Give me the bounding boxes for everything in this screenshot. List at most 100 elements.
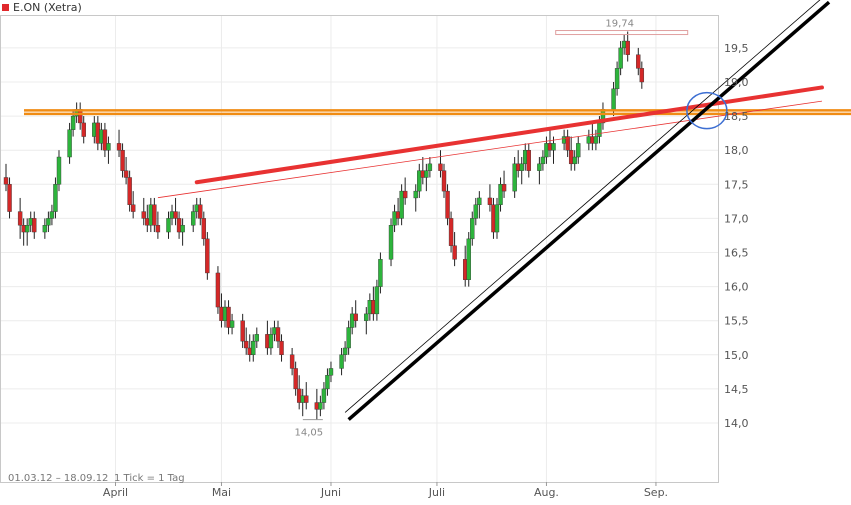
high-annotation: 19,74 xyxy=(605,19,634,30)
candle-body xyxy=(173,211,178,219)
high-marker xyxy=(555,30,689,36)
candle-body xyxy=(32,218,37,233)
candle-body xyxy=(53,184,58,212)
candle-body xyxy=(120,149,125,171)
candle-body xyxy=(399,190,404,219)
x-tick-label: Sep. xyxy=(644,486,668,499)
candle-body xyxy=(7,184,12,212)
candle-body xyxy=(427,163,433,171)
candle-body xyxy=(127,177,132,205)
candle-body xyxy=(49,211,55,219)
candle-body xyxy=(180,225,185,233)
candle-body xyxy=(487,197,493,205)
candle-body xyxy=(625,40,630,55)
y-tick-label: 16,5 xyxy=(724,247,749,260)
x-tick-label: April xyxy=(103,486,128,499)
candle-body xyxy=(155,225,161,233)
candle-body xyxy=(593,136,599,144)
candle-body xyxy=(191,211,196,226)
candle-body xyxy=(123,170,129,178)
candle-body xyxy=(473,204,479,219)
candle-body xyxy=(346,327,351,349)
candle-body xyxy=(342,347,348,356)
candle-body xyxy=(81,122,86,137)
y-tick-label: 18,0 xyxy=(724,144,749,157)
x-axis: April Mai Juni Juli Aug. Sep. xyxy=(103,482,668,499)
candle-body xyxy=(42,225,48,233)
x-tick-label: Juni xyxy=(320,486,341,499)
candle-body xyxy=(477,197,482,205)
candle-body xyxy=(636,54,641,69)
candle-body xyxy=(388,225,394,260)
candle-body xyxy=(318,402,323,410)
candle-body xyxy=(501,184,507,192)
candle-body xyxy=(519,163,524,171)
candle-body xyxy=(540,156,546,165)
candle-body xyxy=(374,286,380,315)
candle-body xyxy=(130,204,136,212)
candle-body xyxy=(551,143,556,151)
candle-body xyxy=(141,211,146,219)
candle-body xyxy=(205,238,210,274)
x-tick-label: Aug. xyxy=(534,486,559,499)
resistance-thin-line xyxy=(157,100,823,199)
candle-body xyxy=(325,375,330,390)
candle-body xyxy=(413,190,418,199)
candle-body xyxy=(201,218,207,240)
y-tick-label: 16,0 xyxy=(724,281,749,294)
candle-body xyxy=(268,334,274,349)
candle-body xyxy=(67,129,72,158)
y-tick-label: 14,5 xyxy=(724,383,749,396)
candle-body xyxy=(441,170,447,192)
candle-body xyxy=(328,368,334,376)
candle-body xyxy=(498,184,503,205)
candle-body xyxy=(526,149,531,171)
candle-body xyxy=(402,190,408,199)
footer-range: 01.03.12 – 18.09.12 xyxy=(8,473,108,484)
trendlines xyxy=(24,0,851,421)
y-axis: 14,0 14,5 15,0 15,5 16,0 16,5 17,0 17,5 18,0 18,5… xyxy=(724,42,749,430)
support-trendline xyxy=(347,0,831,421)
candle-body xyxy=(251,340,256,356)
low-annotation: 14,05 xyxy=(295,428,324,439)
candle-body xyxy=(512,163,517,192)
chart-legend: E.ON (Xetra) xyxy=(2,0,82,14)
candle-body xyxy=(321,388,327,403)
y-tick-label: 19,5 xyxy=(724,42,749,55)
plot-area xyxy=(0,15,719,483)
candle-body xyxy=(304,395,309,403)
candle-body xyxy=(226,306,231,328)
candle-body xyxy=(353,313,358,321)
support-thin-line xyxy=(344,0,821,413)
candle-body xyxy=(198,204,203,219)
candle-body xyxy=(56,156,62,185)
intersection-circle xyxy=(686,91,728,130)
y-tick-label: 17,0 xyxy=(724,212,749,225)
y-tick-label: 18,5 xyxy=(724,110,749,123)
legend-swatch xyxy=(2,3,9,11)
candle-body xyxy=(614,68,620,90)
candle-body xyxy=(378,259,383,287)
candle-body xyxy=(448,218,454,246)
candle-body xyxy=(438,163,443,171)
candle-body xyxy=(537,163,542,171)
candle-body xyxy=(293,368,298,390)
candle-body xyxy=(24,225,30,233)
legend-label: E.ON (Xetra) xyxy=(13,0,82,14)
candle-body xyxy=(572,156,577,165)
y-tick-label: 15,0 xyxy=(724,349,749,362)
candle-body xyxy=(466,238,471,280)
candle-body xyxy=(424,170,429,178)
candle-body xyxy=(46,218,51,226)
candle-body xyxy=(339,354,344,369)
candle-body xyxy=(116,143,122,151)
candle-body xyxy=(166,218,171,233)
candle-body xyxy=(102,129,108,151)
candle-body xyxy=(240,320,245,342)
candle-body xyxy=(289,354,295,369)
x-tick-label: Mai xyxy=(212,486,231,499)
candle-body xyxy=(611,88,616,110)
candle-body xyxy=(452,245,457,260)
candle-body xyxy=(494,204,500,233)
